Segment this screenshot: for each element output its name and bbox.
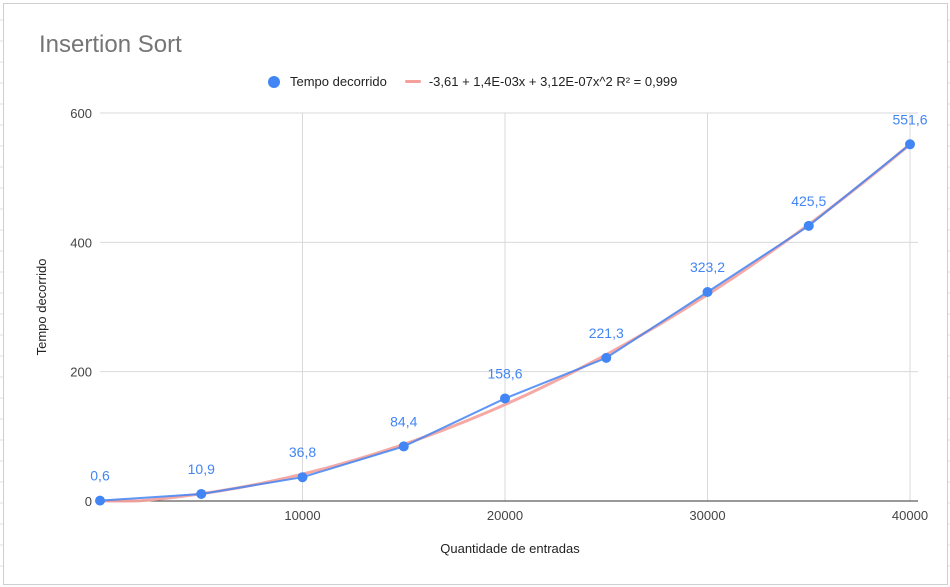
data-point: [297, 472, 308, 483]
legend-series-marker: [268, 75, 280, 88]
y-tick-label: 600: [70, 106, 92, 121]
x-tick-label: 30000: [689, 508, 725, 523]
data-label: 221,3: [589, 325, 624, 341]
y-tick-label: 400: [70, 235, 92, 250]
data-label: 36,8: [289, 444, 316, 460]
x-tick-label: 10000: [284, 508, 320, 523]
chart-title: Insertion Sort: [39, 31, 182, 58]
chart-container[interactable]: Insertion Sort Tempo decorrido -3,61 + 1…: [3, 3, 948, 585]
data-label: 425,5: [791, 193, 826, 209]
data-point: [601, 352, 612, 363]
x-axis-title: Quantidade de entradas: [440, 541, 580, 556]
legend-trendline-label: -3,61 + 1,4E-03x + 3,12E-07x^2 R² = 0,99…: [428, 74, 678, 89]
chart-legend: Tempo decorrido -3,61 + 1,4E-03x + 3,12E…: [268, 74, 695, 89]
y-tick-label: 200: [70, 365, 92, 380]
data-label: 10,9: [188, 461, 215, 477]
data-point: [196, 488, 207, 499]
data-label: 158,6: [487, 365, 522, 381]
data-point: [500, 393, 510, 404]
data-label: 0,6: [90, 468, 110, 484]
data-point: [95, 495, 105, 506]
data-point: [905, 139, 915, 150]
legend-item-trendline: -3,61 + 1,4E-03x + 3,12E-07x^2 R² = 0,99…: [404, 74, 678, 89]
data-point: [398, 441, 409, 452]
data-point: [702, 286, 713, 297]
x-tick-label: 20000: [487, 508, 523, 523]
data-label: 323,2: [690, 259, 725, 275]
legend-trendline-marker: [404, 80, 421, 83]
data-label: 84,4: [390, 413, 417, 429]
legend-series-label: Tempo decorrido: [290, 74, 387, 89]
data-point: [803, 220, 814, 231]
legend-item-series: Tempo decorrido: [268, 74, 387, 89]
y-axis-title: Tempo decorrido: [34, 259, 49, 356]
y-tick-label: 0: [85, 494, 92, 509]
data-label: 551,6: [892, 111, 927, 127]
x-tick-label: 40000: [892, 508, 928, 523]
